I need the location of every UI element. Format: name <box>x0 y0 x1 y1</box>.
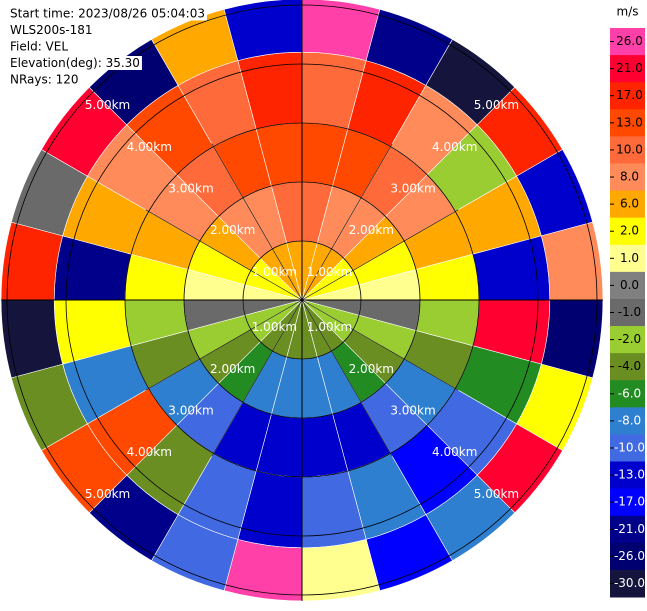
info-text: WLS200s-181 <box>10 23 93 37</box>
ring-label: 3.00km <box>390 404 435 418</box>
colorbar-band <box>610 542 645 571</box>
colorbar-tick-label: -6.0 <box>618 386 641 400</box>
velocity-cell <box>540 299 604 379</box>
ring-label: 3.00km <box>390 181 435 195</box>
colorbar-band <box>610 217 645 246</box>
ring-label: 4.00km <box>127 140 172 154</box>
range-ring <box>124 122 480 478</box>
colorbar-tick-label: 10.0 <box>616 142 643 156</box>
colorbar-tick-label: 21.0 <box>616 61 643 75</box>
colorbar-band <box>610 136 645 164</box>
range-ring <box>65 63 539 537</box>
ring-label: 5.00km <box>474 487 519 501</box>
info-bg <box>8 56 142 70</box>
spoke <box>211 143 393 457</box>
range-ring <box>242 240 362 360</box>
colorbar-tick-label: 0.0 <box>620 278 639 292</box>
colorbar-tick-label: -17.0 <box>614 495 645 509</box>
ring-label: 2.00km <box>349 362 394 376</box>
colorbar-band <box>610 380 645 408</box>
info: Start time: 2023/08/26 05:04:03 WLS200s-1… <box>8 6 207 87</box>
colorbar-tick-label: 2.0 <box>620 224 639 238</box>
colorbar-band <box>610 407 645 435</box>
colorbar-tick-label: 13.0 <box>616 115 643 129</box>
colorbar-tick-label: -8.0 <box>618 413 641 427</box>
info-text: Start time: 2023/08/26 05:04:03 <box>10 7 205 21</box>
colorbar-label: m/s <box>617 5 639 19</box>
velocity-cell <box>223 0 303 62</box>
colorbar-tick-label: 6.0 <box>620 197 639 211</box>
velocity-cell <box>301 538 381 602</box>
info-bg <box>8 39 71 54</box>
colorbar-tick-label: -4.0 <box>618 359 641 373</box>
colorbar-band <box>610 353 645 381</box>
ring-label: 2.00km <box>210 223 255 237</box>
ring-label: 4.00km <box>127 445 172 459</box>
range-ring <box>6 4 598 596</box>
ring-label: 2.00km <box>210 362 255 376</box>
ring-label: 4.00km <box>432 445 477 459</box>
info-bg <box>8 23 95 37</box>
ring-label: 1.00km <box>252 265 297 279</box>
colorbar-band <box>610 488 645 517</box>
colorbar-band <box>610 190 645 219</box>
info-bg <box>8 72 81 87</box>
colorbar-tick-label: -21.0 <box>614 522 645 536</box>
colorbar-tick-label: -30.0 <box>614 576 645 590</box>
colorbar-band <box>610 55 645 83</box>
colorbar-tick-label: -26.0 <box>614 549 645 563</box>
colorbar-tick-label: 1.0 <box>620 251 639 265</box>
colorbar-band <box>610 515 645 544</box>
colorbar-band <box>610 461 645 490</box>
colorbar-band <box>610 244 645 273</box>
ring-label: 1.00km <box>307 320 352 334</box>
ring-label: 1.00km <box>307 265 352 279</box>
velocity-cell <box>301 0 381 62</box>
range-ring <box>183 181 421 419</box>
colorbar-tick-label: 26.0 <box>616 34 643 48</box>
ring-label: 3.00km <box>168 181 213 195</box>
colorbar-tick-label: -2.0 <box>618 332 641 346</box>
colorbar-tick-label: -1.0 <box>618 305 641 319</box>
colorbar-tick-label: 8.0 <box>620 170 639 184</box>
colorbar-tick-label: -13.0 <box>614 468 645 482</box>
ring-label: 2.00km <box>349 223 394 237</box>
ring-label: 5.00km <box>474 98 519 112</box>
velocity-cell <box>0 299 64 379</box>
ring-label: 3.00km <box>168 404 213 418</box>
velocity-cell <box>540 221 604 301</box>
colorbar-tick-label: -10.0 <box>614 440 645 454</box>
ring-label: 4.00km <box>432 140 477 154</box>
grid: 1.00km 1.00km 1.00km 1.00km 2.00km 2.00km 2.00… <box>1 0 603 601</box>
colorbar-band <box>610 298 645 327</box>
info-text: Field: VEL <box>10 40 68 54</box>
velocity-cell <box>223 538 303 602</box>
info-text: NRays: 120 <box>10 73 79 87</box>
colorbar-band <box>610 28 645 56</box>
info-text: Elevation(deg): 35.30 <box>10 56 140 70</box>
colorbar: m/s 26.0 21.0 17.0 13.0 10.0 8.0 6.0 2.0 1.0 0.0 -1… <box>608 0 647 607</box>
ring-label: 5.00km <box>85 487 130 501</box>
colorbar-tick-label: 17.0 <box>616 88 643 102</box>
colorbar-band <box>610 326 645 354</box>
colorbar-band <box>610 434 645 463</box>
colorbar-band <box>610 109 645 137</box>
colorbar-band <box>610 82 645 110</box>
colorbar-band <box>610 569 645 598</box>
info-bg <box>8 6 207 21</box>
colorbar-band <box>610 163 645 192</box>
velocity-cell <box>0 221 64 301</box>
colorbar-band <box>610 271 645 300</box>
ring-label: 5.00km <box>85 98 130 112</box>
ring-label: 1.00km <box>252 320 297 334</box>
